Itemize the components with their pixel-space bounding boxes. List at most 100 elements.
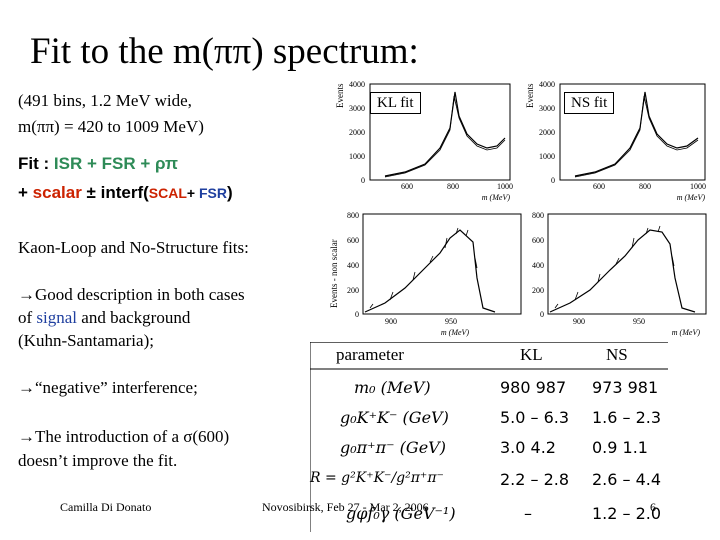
plot-kl-spectrum: Events 4000 3000 2000 1000 0 600 800 100…: [325, 76, 520, 204]
table-row-param: g₀π⁺π⁻ (GeV): [340, 438, 446, 457]
plot-ns-res-xtick: 950: [633, 317, 645, 326]
fit-line-1: Fit : ISR + FSR + ρπ: [18, 153, 178, 175]
bullet-1-line-2: of signal and background: [18, 307, 190, 328]
plot-ns-fit-curve: [574, 95, 699, 178]
table-row-param: m₀ (MeV): [354, 378, 431, 397]
plot-ns-data-curve: [574, 91, 699, 177]
plot-ns-ytick: 1000: [539, 152, 555, 161]
plot-kl-res-ytick: 800: [347, 211, 359, 220]
table-row-kl: –: [524, 504, 532, 523]
intro-line-2: m(ππ) = 420 to 1009 MeV): [18, 117, 204, 136]
plot-kl-ytick: 1000: [349, 152, 365, 161]
plot-kl-xtick: 1000: [497, 182, 513, 191]
plot-ns-res-ytick: 200: [532, 286, 544, 295]
plot-ns-xtick: 1000: [690, 182, 706, 191]
fit-scal: SCAL: [148, 185, 187, 201]
plot-kl-label: KL fit: [370, 92, 421, 114]
plot-kl-res-ytick: 400: [347, 261, 359, 270]
plot-ns-ytick: 0: [551, 176, 555, 185]
table-row-kl: 2.2 – 2.8: [500, 470, 570, 489]
fit-scalar: scalar: [32, 183, 82, 202]
plot-ns-residual: 800 600 400 200 0 900 950 m (MeV): [520, 208, 715, 338]
plot-kl-ylabel: Events: [335, 83, 345, 108]
table-rules: [310, 342, 668, 532]
plot-kl-xtick: 600: [401, 182, 413, 191]
table-row-kl: 5.0 – 6.3: [500, 408, 570, 427]
bullet-3-line-2: doesn’t improve the fit.: [18, 451, 178, 470]
table-row-param: gφf₀γ (GeV⁻¹): [346, 504, 456, 523]
plot-ns-ylabel: Events: [525, 83, 535, 108]
kaon-loop-heading: Kaon-Loop and No-Structure fits:: [18, 238, 249, 257]
plot-ns-svg: Events 4000 3000 2000 1000 0 600 800 100…: [525, 80, 706, 202]
plot-ns-ytick: 2000: [539, 128, 555, 137]
fit-interf: ± interf(: [81, 183, 149, 202]
plot-kl-res-xtick: 950: [445, 317, 457, 326]
plot-ns-xtick: 600: [593, 182, 605, 191]
table-row-ns: 2.6 – 4.4: [592, 470, 662, 489]
table-row-ns: 1.6 – 2.3: [592, 408, 662, 427]
bullet-1-signal: signal: [36, 308, 78, 327]
plot-kl-ytick: 3000: [349, 104, 365, 113]
plot-ns-spectrum: Events 4000 3000 2000 1000 0 600 800 100…: [515, 76, 715, 204]
bullet-1-background: and background: [77, 308, 191, 327]
plot-ns-res-frame: [547, 213, 707, 315]
fit-plus: +: [186, 185, 199, 201]
plot-kl-res-data-points: [369, 227, 478, 309]
plot-kl-ytick: 2000: [349, 128, 365, 137]
table-row-ns: 1.2 – 2.0: [592, 504, 662, 523]
plot-kl-residual-svg: Events - non scalar 800 600 400 200 0 90…: [329, 211, 522, 337]
page-title: Fit to the m(ππ) spectrum:: [30, 31, 419, 72]
fit2-prefix: +: [18, 183, 33, 202]
table-header-ns: NS: [606, 345, 628, 364]
plot-ns-res-ytick: 0: [540, 310, 544, 319]
plot-ns-residual-svg: 800 600 400 200 0 900 950 m (MeV): [532, 211, 707, 337]
bullet-3-line-1: →The introduction of a σ(600): [18, 427, 230, 446]
plot-ns-res-ytick: 800: [532, 211, 544, 220]
fit-prefix: Fit :: [18, 154, 54, 173]
table-row-ns: 0.9 1.1: [592, 438, 648, 457]
bullet-1-line-1: →Good description in both cases: [18, 285, 245, 304]
plot-kl-xtick: 800: [447, 182, 459, 191]
plot-ns-xtick: 800: [639, 182, 651, 191]
plot-kl-res-ytick: 600: [347, 236, 359, 245]
table-row-param: R = g²K⁺K⁻/g²π⁺π⁻: [310, 470, 444, 486]
plot-kl-ytick: 4000: [349, 80, 365, 89]
plot-ns-res-data-points: [554, 225, 675, 309]
plot-kl-res-xlabel: m (MeV): [441, 328, 470, 337]
bullet-1-of: of: [18, 308, 37, 327]
plot-kl-res-ylabel: Events - non scalar: [329, 239, 339, 308]
parameter-table: parameter KL NS m₀ (MeV) 980 987 973 981…: [310, 342, 668, 532]
plot-ns-ytick: 4000: [539, 80, 555, 89]
plot-ns-xlabel: m (MeV): [677, 193, 706, 202]
plot-ns-res-xtick: 900: [573, 317, 585, 326]
plot-kl-ytick: 0: [361, 176, 365, 185]
table-row-param: g₀K⁺K⁻ (GeV): [340, 408, 449, 427]
plot-ns-res-xlabel: m (MeV): [672, 328, 701, 337]
plot-ns-frame: [559, 83, 706, 181]
plot-ns-res-ytick: 600: [532, 236, 544, 245]
table-row-kl: 980 987: [500, 378, 567, 397]
plot-kl-res-ytick: 0: [355, 310, 359, 319]
bullet-1-line-3: (Kuhn-Santamaria);: [18, 331, 154, 350]
table-header-kl: KL: [520, 345, 543, 364]
fit-fsr: FSR: [198, 185, 227, 201]
plot-ns-res-ytick: 400: [532, 261, 544, 270]
intro-line-1: (491 bins, 1.2 MeV wide,: [18, 91, 192, 110]
plot-kl-frame: [369, 83, 511, 181]
footer-page-number: 6: [650, 500, 656, 514]
table-row-ns: 973 981: [592, 378, 659, 397]
plot-ns-res-fit-curve: [549, 229, 696, 313]
plot-kl-xlabel: m (MeV): [482, 193, 511, 202]
fit-close: ): [226, 183, 233, 202]
plot-ns-ytick: 3000: [539, 104, 555, 113]
footer-venue: Novosibirsk, Feb 27 - Mar 2, 2006: [262, 500, 429, 514]
plot-kl-data-curve: [384, 91, 506, 177]
plot-kl-res-fit-curve: [364, 229, 496, 313]
footer-author: Camilla Di Donato: [60, 500, 152, 514]
fit-isr: ISR + FSR + ρπ: [53, 154, 179, 173]
plot-kl-svg: Events 4000 3000 2000 1000 0 600 800 100…: [335, 80, 513, 202]
plot-kl-residual: Events - non scalar 800 600 400 200 0 90…: [325, 208, 525, 338]
plot-ns-label: NS fit: [564, 92, 615, 114]
plot-kl-res-frame: [362, 213, 522, 315]
plot-kl-fit-curve: [384, 95, 506, 178]
